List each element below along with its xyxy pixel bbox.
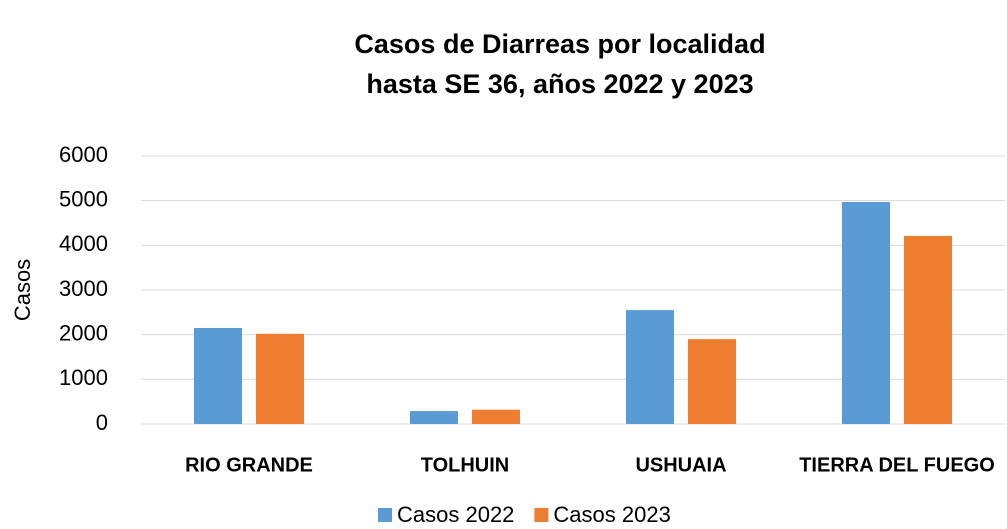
bar — [842, 202, 890, 424]
y-axis-label: Casos — [10, 259, 35, 321]
legend-label: Casos 2023 — [553, 502, 670, 527]
bar — [626, 310, 674, 424]
bar — [472, 409, 520, 424]
chart-title: Casos de Diarreas por localidad — [354, 29, 765, 59]
chart-title: hasta SE 36, años 2022 y 2023 — [366, 69, 753, 99]
y-tick-label: 2000 — [59, 320, 108, 345]
legend-swatch — [534, 508, 549, 522]
x-tick-label: USHUAIA — [635, 454, 726, 476]
bar — [256, 333, 304, 424]
y-tick-label: 3000 — [59, 276, 108, 301]
y-tick-label: 5000 — [59, 186, 108, 211]
x-tick-label: TOLHUIN — [421, 454, 510, 476]
bar — [688, 339, 736, 424]
y-tick-label: 4000 — [59, 231, 108, 256]
legend-label: Casos 2022 — [397, 502, 514, 527]
bar — [410, 411, 458, 424]
bar — [194, 327, 242, 424]
y-tick-label: 6000 — [59, 142, 108, 167]
x-tick-label: RIO GRANDE — [185, 454, 313, 476]
y-tick-label: 0 — [96, 410, 108, 435]
bar — [904, 235, 952, 424]
y-tick-label: 1000 — [59, 365, 108, 390]
legend-swatch — [378, 508, 392, 522]
x-tick-label: TIERRA DEL FUEGO — [799, 454, 995, 476]
